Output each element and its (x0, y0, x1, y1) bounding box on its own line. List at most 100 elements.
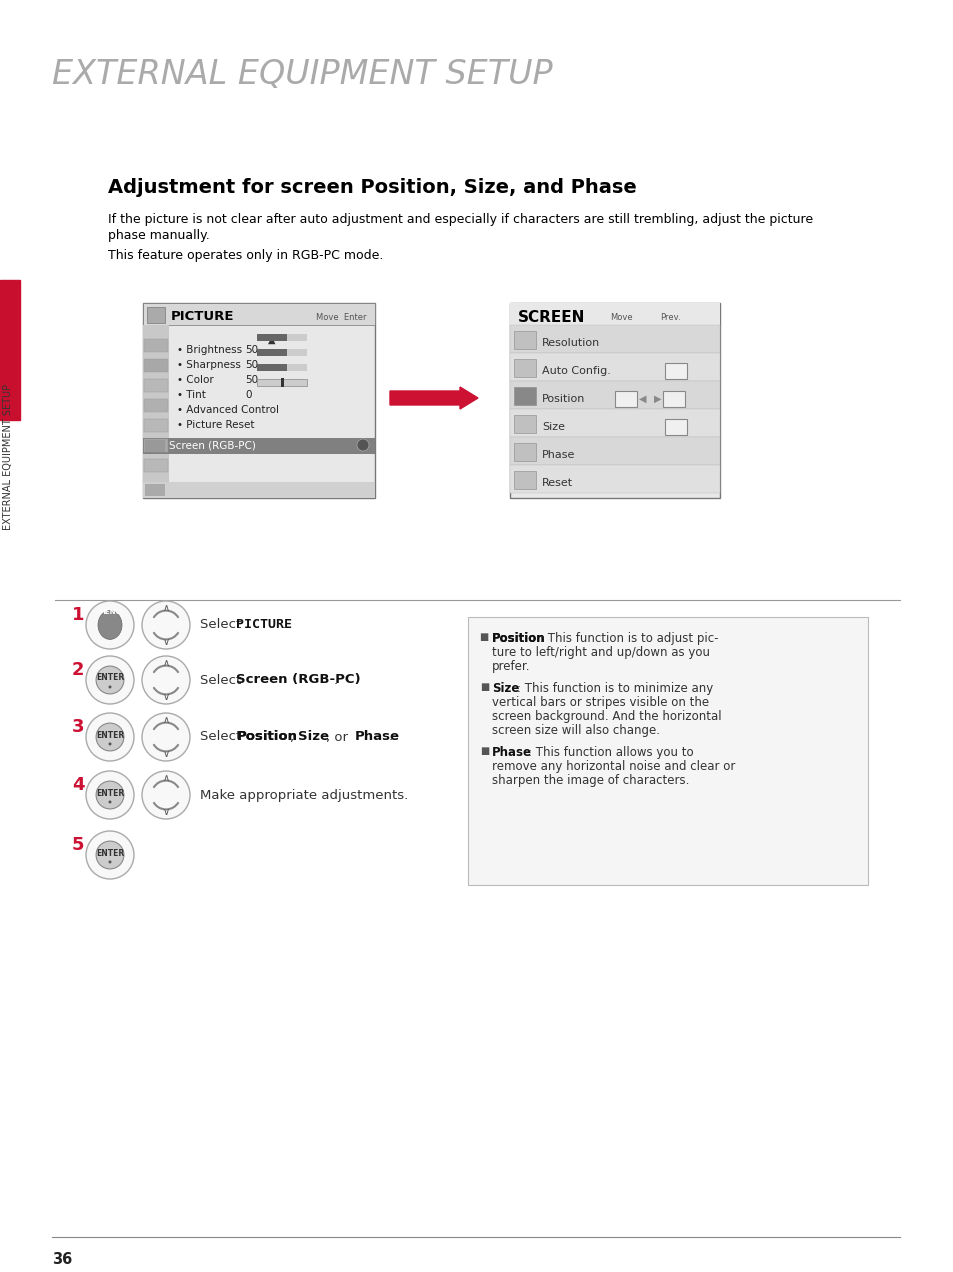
Circle shape (96, 781, 124, 809)
Bar (510, 303, 720, 326)
Bar (256, 379, 307, 385)
Bar (468, 617, 867, 885)
Bar (144, 459, 168, 472)
Text: 0: 0 (245, 391, 252, 399)
Text: Phase: Phase (354, 730, 399, 744)
Circle shape (96, 722, 124, 750)
Text: ture to left/right and up/down as you: ture to left/right and up/down as you (492, 646, 709, 659)
Bar (287, 335, 307, 341)
Text: ∧: ∧ (162, 603, 170, 613)
Circle shape (109, 860, 112, 864)
Bar (143, 303, 375, 326)
Text: ENTER: ENTER (95, 789, 124, 798)
Text: prefer.: prefer. (492, 660, 530, 673)
Bar (145, 485, 165, 496)
Text: 50: 50 (245, 375, 258, 385)
Circle shape (96, 841, 124, 869)
Text: • Picture Reset: • Picture Reset (177, 420, 254, 430)
Text: Phase: Phase (541, 450, 575, 460)
Text: PICTURE: PICTURE (171, 310, 234, 323)
Bar (510, 303, 720, 499)
Text: ▶: ▶ (654, 394, 661, 404)
Bar (287, 364, 307, 371)
Circle shape (109, 800, 112, 804)
Text: ∧: ∧ (162, 715, 170, 725)
Text: SCREEN: SCREEN (517, 309, 585, 324)
Bar (281, 378, 284, 387)
Text: Adjustment for screen Position, Size, and Phase: Adjustment for screen Position, Size, an… (108, 178, 636, 197)
Text: Resolution: Resolution (541, 338, 599, 349)
Text: Position: Position (236, 730, 297, 744)
Bar (144, 418, 168, 432)
Text: Make appropriate adjustments.: Make appropriate adjustments. (200, 789, 408, 801)
Text: 36: 36 (52, 1252, 72, 1267)
Text: .: . (334, 673, 337, 687)
Text: ENTER: ENTER (95, 848, 124, 857)
Text: • Sharpness: • Sharpness (177, 360, 240, 370)
Bar (510, 382, 720, 410)
Bar (143, 303, 375, 499)
Text: 5: 5 (71, 836, 85, 854)
Text: 50: 50 (245, 360, 258, 370)
Bar (287, 349, 307, 356)
Bar (510, 410, 720, 438)
Text: MENU: MENU (98, 609, 121, 614)
Text: 50: 50 (245, 345, 258, 355)
Bar (514, 331, 536, 349)
Text: EXTERNAL EQUIPMENT SETUP: EXTERNAL EQUIPMENT SETUP (52, 59, 552, 92)
Text: Screen (RGB-PC): Screen (RGB-PC) (169, 440, 255, 450)
Text: 1: 1 (71, 605, 85, 625)
Text: remove any horizontal noise and clear or: remove any horizontal noise and clear or (492, 759, 735, 773)
Text: : This function is to adjust pic-: : This function is to adjust pic- (539, 632, 718, 645)
Text: Position: Position (492, 632, 545, 645)
Bar (144, 439, 168, 452)
Ellipse shape (98, 611, 122, 640)
Bar (662, 391, 684, 407)
Text: ∨: ∨ (162, 692, 170, 702)
Text: ∧: ∧ (162, 773, 170, 784)
Bar (256, 364, 287, 371)
Text: • Tint: • Tint (177, 391, 206, 399)
Circle shape (109, 686, 112, 688)
Text: Size: Size (298, 730, 329, 744)
Text: , or: , or (326, 730, 353, 744)
Circle shape (142, 714, 190, 761)
Circle shape (142, 771, 190, 819)
Bar (256, 349, 287, 356)
Text: • Color: • Color (177, 375, 213, 385)
Text: Size: Size (492, 682, 518, 695)
Text: ∧: ∧ (162, 658, 170, 668)
Bar (510, 466, 720, 494)
Text: Position: Position (541, 394, 585, 404)
Text: sharpen the image of characters.: sharpen the image of characters. (492, 773, 689, 787)
Text: ◀: ◀ (639, 394, 646, 404)
Circle shape (86, 600, 133, 649)
Circle shape (96, 667, 124, 695)
Bar (143, 438, 375, 454)
Text: ,: , (290, 730, 298, 744)
Bar (144, 340, 168, 352)
Bar (510, 326, 720, 354)
Text: • Advanced Control: • Advanced Control (177, 404, 278, 415)
Bar (664, 418, 686, 435)
Text: ∨: ∨ (162, 749, 170, 759)
Text: ■: ■ (479, 632, 492, 642)
Bar (510, 354, 720, 382)
Bar (144, 359, 168, 371)
Text: 4: 4 (71, 776, 85, 794)
Text: 2: 2 (71, 661, 85, 679)
Text: ■: ■ (479, 745, 489, 756)
Bar (514, 359, 536, 377)
FancyArrow shape (390, 387, 477, 410)
Bar (514, 387, 536, 404)
Text: 3: 3 (71, 717, 85, 736)
Text: .: . (388, 730, 392, 744)
Text: : This function is to minimize any: : This function is to minimize any (517, 682, 713, 695)
Bar (143, 482, 375, 499)
Bar (514, 443, 536, 460)
Bar (514, 415, 536, 432)
Bar (145, 440, 165, 452)
Circle shape (142, 656, 190, 703)
Text: Screen (RGB-PC): Screen (RGB-PC) (236, 673, 360, 687)
Circle shape (86, 714, 133, 761)
